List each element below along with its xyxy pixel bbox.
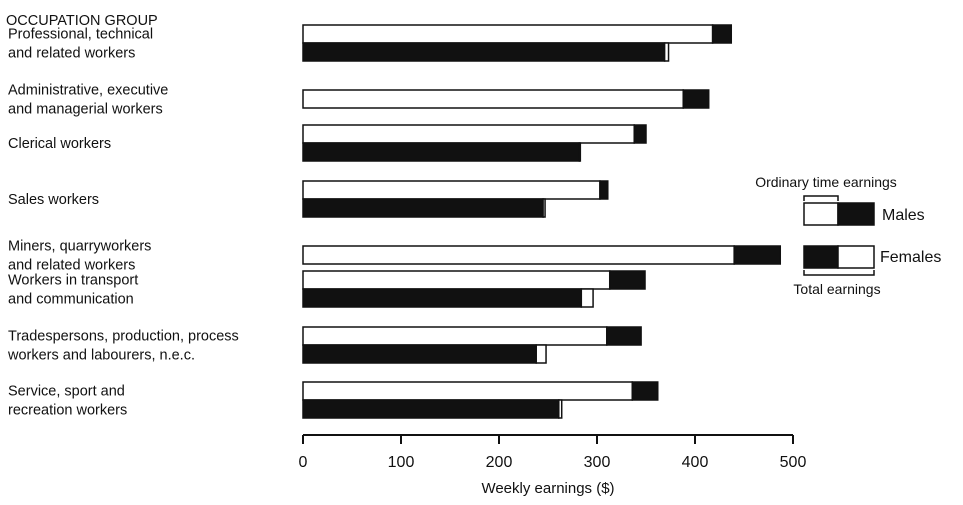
bar-females-extra — [663, 42, 670, 62]
bar-females-extra — [580, 288, 594, 308]
legend-males-ordinary-swatch — [803, 202, 839, 226]
bar-males-extra — [682, 89, 710, 109]
category-label-line: and communication — [8, 292, 134, 308]
bar-females-ordinary — [302, 399, 560, 419]
x-axis-label: Weekly earnings ($) — [481, 480, 614, 497]
category-label-line: Professional, technical — [8, 27, 153, 43]
bar-females-ordinary — [302, 142, 581, 162]
x-tick-label: 100 — [388, 454, 415, 471]
bar-males-ordinary — [302, 381, 634, 401]
category-label-line: Miners, quarryworkers — [8, 239, 151, 255]
category-label: Workers in transport and communication — [8, 273, 138, 308]
bar-females-ordinary — [302, 198, 544, 218]
category-label: Administrative, executive and managerial … — [8, 83, 168, 118]
x-tick-label: 300 — [584, 454, 611, 471]
legend-males-label: Males — [882, 207, 925, 224]
bar-males-extra — [711, 24, 733, 44]
bar-males-extra — [606, 326, 642, 346]
bar-males-ordinary — [302, 89, 684, 109]
bar-females-ordinary — [302, 344, 537, 364]
x-tick-label: 200 — [486, 454, 513, 471]
bar-females-extra — [535, 344, 547, 364]
category-label: Service, sport and recreation workers — [8, 384, 127, 419]
category-label: Sales workers — [8, 192, 99, 208]
bar-males-extra — [633, 124, 647, 144]
x-tick-label: 500 — [780, 454, 807, 471]
category-label-line: Administrative, executive — [8, 83, 168, 99]
category-header: OCCUPATION GROUP — [6, 13, 158, 29]
bar-males-ordinary — [302, 180, 601, 200]
bar-females-ordinary — [302, 288, 583, 308]
category-label-line: recreation workers — [8, 403, 127, 419]
bar-males-extra — [733, 245, 782, 265]
bar-males-ordinary — [302, 24, 714, 44]
bar-females-extra — [558, 399, 563, 419]
x-tick-label: 400 — [682, 454, 709, 471]
x-axis: 0 100 200 300 400 500 — [299, 434, 807, 471]
bar-males-ordinary — [302, 270, 611, 290]
legend-females-label: Females — [880, 249, 941, 266]
bars — [302, 24, 782, 419]
bar-males-extra — [608, 270, 646, 290]
category-label-line: and related workers — [8, 46, 135, 62]
category-labels: Professional, technical and related worke… — [7, 27, 239, 419]
category-label: Clerical workers — [8, 136, 111, 152]
bar-females-extra — [542, 198, 546, 218]
category-label: Professional, technical and related worke… — [8, 27, 153, 62]
bar-males-ordinary — [302, 326, 608, 346]
bar-males-ordinary — [302, 124, 635, 144]
bar-males-ordinary — [302, 245, 735, 265]
category-label-line: and related workers — [8, 258, 135, 274]
bar-females-extra — [578, 142, 582, 162]
category-label-line: Workers in transport — [8, 273, 138, 289]
x-tick-label: 0 — [299, 454, 308, 471]
bar-males-extra — [631, 381, 659, 401]
legend-females-total-swatch — [837, 245, 875, 269]
category-label-line: and managerial workers — [8, 102, 163, 118]
category-label-line: workers and labourers, n.e.c. — [7, 348, 195, 364]
legend-title: Ordinary time earnings — [755, 174, 897, 190]
category-label: Miners, quarryworkers and related workers — [8, 239, 151, 274]
category-label-line: Tradespersons, production, process — [8, 329, 239, 345]
legend: Ordinary time earnings Males Females Tot… — [755, 174, 941, 297]
legend-females-ordinary-swatch — [803, 245, 839, 269]
category-label-line: Service, sport and — [8, 384, 125, 400]
legend-ordinary-bracket — [803, 195, 839, 201]
category-label-line: Clerical workers — [8, 136, 111, 152]
category-label-line: Sales workers — [8, 192, 99, 208]
category-label: Tradespersons, production, process worker… — [7, 329, 239, 364]
legend-total-bracket — [803, 270, 875, 276]
legend-footer: Total earnings — [793, 281, 880, 297]
bar-females-ordinary — [302, 42, 666, 62]
legend-males-total-swatch — [837, 202, 875, 226]
bar-males-extra — [599, 180, 609, 200]
